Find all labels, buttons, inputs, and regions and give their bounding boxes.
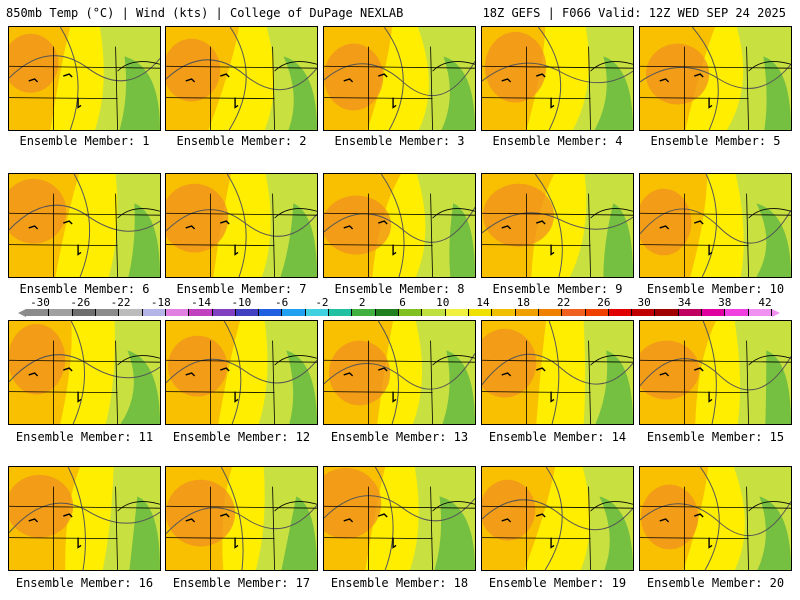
ensemble-member-caption: Ensemble Member: 2 bbox=[176, 134, 307, 148]
colorbar-swatch bbox=[305, 309, 330, 316]
ensemble-member-caption: Ensemble Member: 4 bbox=[492, 134, 623, 148]
colorbar-swatch bbox=[212, 309, 236, 316]
colorbar-swatch bbox=[608, 309, 633, 316]
colorbar-swatch bbox=[725, 309, 749, 316]
ensemble-member-map bbox=[165, 320, 318, 425]
ensemble-member-map bbox=[165, 173, 318, 278]
ensemble-member-map bbox=[165, 466, 318, 571]
valid-time: 18Z GEFS | F066 Valid: 12Z WED SEP 24 20… bbox=[482, 6, 786, 20]
colorbar-swatch bbox=[259, 309, 283, 316]
ensemble-member-map bbox=[323, 173, 476, 278]
colorbar-tick-label: 6 bbox=[399, 296, 406, 309]
colorbar-swatch bbox=[468, 309, 493, 316]
colorbar-swatch bbox=[72, 309, 96, 316]
ensemble-member-map bbox=[481, 173, 634, 278]
colorbar-tick-label: 30 bbox=[637, 296, 651, 309]
ensemble-member-map bbox=[165, 26, 318, 131]
colorbar-right-arrow bbox=[772, 309, 780, 317]
ensemble-member-caption: Ensemble Member: 12 bbox=[172, 430, 311, 444]
colorbar-swatch bbox=[445, 309, 469, 316]
ensemble-member-caption: Ensemble Member: 19 bbox=[488, 576, 627, 590]
ensemble-member-caption: Ensemble Member: 8 bbox=[334, 282, 465, 296]
ensemble-member-map bbox=[639, 26, 792, 131]
temperature-colorbar: -30 -26 -22 -18 -14 -10 -6 -2 2 6 10 14 18 22 26 30 34 38… bbox=[0, 296, 800, 318]
ensemble-member-map bbox=[323, 26, 476, 131]
colorbar-strip bbox=[26, 309, 772, 316]
ensemble-member-caption: Ensemble Member: 10 bbox=[646, 282, 785, 296]
colorbar-swatch bbox=[655, 309, 679, 316]
ensemble-member-map bbox=[481, 466, 634, 571]
colorbar-tick-label: 14 bbox=[476, 296, 490, 309]
colorbar-tick-label: 38 bbox=[718, 296, 732, 309]
colorbar-swatch bbox=[142, 309, 166, 316]
ensemble-member-caption: Ensemble Member: 5 bbox=[650, 134, 781, 148]
colorbar-tick-label: 22 bbox=[556, 296, 571, 309]
map-title: 850mb Temp (°C) | Wind (kts) | College o… bbox=[6, 6, 404, 20]
ensemble-member-caption: Ensemble Member: 9 bbox=[492, 282, 623, 296]
colorbar-swatch bbox=[515, 309, 539, 316]
colorbar-swatch bbox=[235, 309, 260, 316]
ensemble-member-caption: Ensemble Member: 3 bbox=[334, 134, 465, 148]
colorbar-tick-label: 2 bbox=[358, 296, 366, 309]
colorbar-swatch bbox=[119, 309, 143, 316]
ensemble-member-map bbox=[323, 320, 476, 425]
colorbar-tick-label: -10 bbox=[231, 296, 252, 309]
ensemble-member-caption: Ensemble Member: 13 bbox=[330, 430, 469, 444]
colorbar-tick-label: -22 bbox=[110, 296, 131, 309]
ensemble-member-map bbox=[8, 26, 161, 131]
ensemble-member-caption: Ensemble Member: 18 bbox=[330, 576, 469, 590]
ensemble-member-map bbox=[323, 466, 476, 571]
ensemble-member-map bbox=[481, 26, 634, 131]
colorbar-tick-label: 10 bbox=[436, 296, 450, 309]
ensemble-member-map bbox=[639, 173, 792, 278]
ensemble-member-caption: Ensemble Member: 14 bbox=[488, 430, 627, 444]
colorbar-swatch bbox=[492, 309, 516, 316]
colorbar-tick-label: -6 bbox=[275, 296, 289, 309]
ensemble-member-caption: Ensemble Member: 16 bbox=[15, 576, 154, 590]
colorbar-swatch bbox=[49, 309, 73, 316]
colorbar-swatch bbox=[282, 309, 306, 316]
ensemble-member-map bbox=[639, 320, 792, 425]
colorbar-swatch bbox=[422, 309, 446, 316]
colorbar-tick-label: -18 bbox=[150, 296, 171, 309]
colorbar-swatch bbox=[375, 309, 399, 316]
ensemble-member-caption: Ensemble Member: 20 bbox=[646, 576, 785, 590]
colorbar-swatch bbox=[748, 309, 772, 316]
colorbar-swatch bbox=[678, 309, 703, 316]
colorbar-tick-label: -26 bbox=[70, 296, 91, 309]
colorbar-swatch bbox=[95, 309, 120, 316]
ensemble-member-map bbox=[8, 320, 161, 425]
ensemble-member-caption: Ensemble Member: 15 bbox=[646, 430, 785, 444]
colorbar-swatch bbox=[26, 309, 50, 316]
ensemble-member-map bbox=[8, 466, 161, 571]
ensemble-member-caption: Ensemble Member: 17 bbox=[172, 576, 311, 590]
colorbar-left-arrow bbox=[18, 309, 26, 317]
colorbar-tick-label: 26 bbox=[597, 296, 611, 309]
colorbar-tick-label: -14 bbox=[191, 296, 212, 309]
colorbar-swatch bbox=[538, 309, 563, 316]
ensemble-member-caption: Ensemble Member: 6 bbox=[19, 282, 150, 296]
ensemble-member-map bbox=[481, 320, 634, 425]
ensemble-member-map bbox=[8, 173, 161, 278]
colorbar-tick-label: -2 bbox=[315, 296, 329, 309]
ensemble-member-map bbox=[639, 466, 792, 571]
ensemble-member-caption: Ensemble Member: 1 bbox=[19, 134, 150, 148]
ensemble-member-caption: Ensemble Member: 7 bbox=[176, 282, 307, 296]
colorbar-swatch bbox=[562, 309, 586, 316]
colorbar-tick-label: -30 bbox=[30, 296, 50, 309]
colorbar-swatch bbox=[352, 309, 376, 316]
colorbar-swatch bbox=[165, 309, 190, 316]
colorbar-swatch bbox=[329, 309, 353, 316]
colorbar-swatch bbox=[702, 309, 726, 316]
ensemble-member-caption: Ensemble Member: 11 bbox=[15, 430, 154, 444]
colorbar-swatch bbox=[585, 309, 609, 316]
colorbar-tick-label: 18 bbox=[516, 296, 530, 309]
colorbar-tick-label: 42 bbox=[758, 296, 772, 309]
colorbar-swatch bbox=[399, 309, 423, 316]
colorbar-tick-label: 34 bbox=[677, 296, 692, 309]
colorbar-swatch bbox=[632, 309, 656, 316]
colorbar-swatch bbox=[189, 309, 213, 316]
